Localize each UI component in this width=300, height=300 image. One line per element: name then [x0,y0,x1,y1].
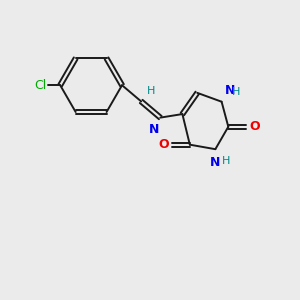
Text: H: H [222,156,230,166]
Text: N: N [210,156,220,169]
Text: O: O [159,138,169,151]
Text: O: O [249,120,260,133]
Text: H: H [232,87,240,97]
Text: N: N [148,123,159,136]
Text: H: H [146,86,155,96]
Text: Cl: Cl [35,79,47,92]
Text: N: N [224,84,235,97]
